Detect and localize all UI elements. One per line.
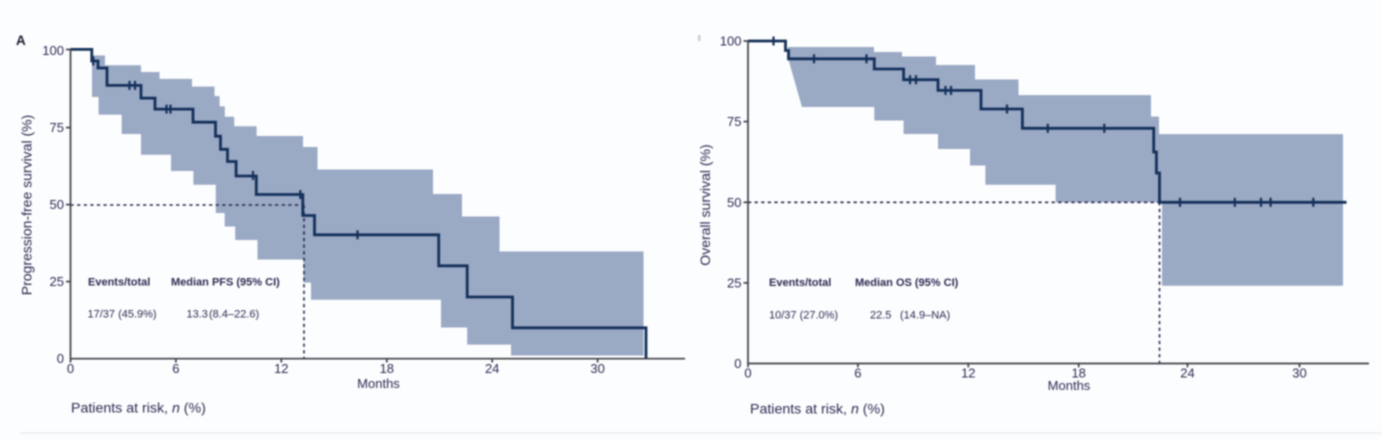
- svg-text:6: 6: [172, 361, 179, 376]
- svg-text:17/37 (45.9%): 17/37 (45.9%): [88, 309, 157, 321]
- svg-text:18: 18: [380, 361, 394, 376]
- svg-text:12: 12: [961, 366, 975, 381]
- svg-text:Months: Months: [1048, 378, 1091, 393]
- svg-text:Overall survival (%): Overall survival (%): [697, 144, 713, 265]
- svg-text:0: 0: [67, 361, 74, 376]
- svg-text:13.3: 13.3: [187, 309, 208, 321]
- svg-text:Events/total: Events/total: [88, 277, 150, 289]
- svg-text:(8.4–22.6): (8.4–22.6): [209, 309, 259, 321]
- svg-text:0: 0: [744, 366, 751, 381]
- svg-text:(14.9–NA): (14.9–NA): [900, 310, 950, 322]
- svg-text:Median OS (95% CI): Median OS (95% CI): [855, 277, 959, 289]
- svg-text:18: 18: [1071, 366, 1085, 381]
- svg-text:Patients at risk, n (%): Patients at risk, n (%): [71, 401, 206, 417]
- svg-text:Patients at risk, n (%): Patients at risk, n (%): [750, 402, 885, 418]
- svg-text:25: 25: [50, 274, 64, 289]
- svg-text:22.5: 22.5: [870, 310, 891, 322]
- svg-text:75: 75: [727, 114, 741, 129]
- svg-text:6: 6: [854, 366, 861, 381]
- svg-text:25: 25: [727, 275, 741, 290]
- svg-text:100: 100: [720, 34, 742, 49]
- svg-text:50: 50: [50, 197, 64, 212]
- svg-text:30: 30: [1292, 366, 1306, 381]
- svg-text:0: 0: [734, 356, 741, 371]
- svg-text:Progression-free survival (%): Progression-free survival (%): [19, 115, 35, 296]
- svg-text:Median PFS (95% CI): Median PFS (95% CI): [171, 277, 280, 289]
- svg-text:Months: Months: [357, 376, 400, 391]
- svg-text:100: 100: [42, 43, 64, 58]
- svg-text:Events/total: Events/total: [769, 277, 831, 289]
- svg-text:A: A: [16, 33, 26, 48]
- svg-text:24: 24: [1180, 366, 1194, 381]
- svg-text:50: 50: [727, 195, 741, 210]
- svg-text:12: 12: [274, 361, 288, 376]
- svg-text:0: 0: [57, 351, 64, 366]
- svg-text:75: 75: [50, 120, 64, 135]
- svg-text:24: 24: [485, 361, 499, 376]
- svg-text:30: 30: [590, 361, 604, 376]
- svg-text:10/37 (27.0%): 10/37 (27.0%): [769, 310, 838, 322]
